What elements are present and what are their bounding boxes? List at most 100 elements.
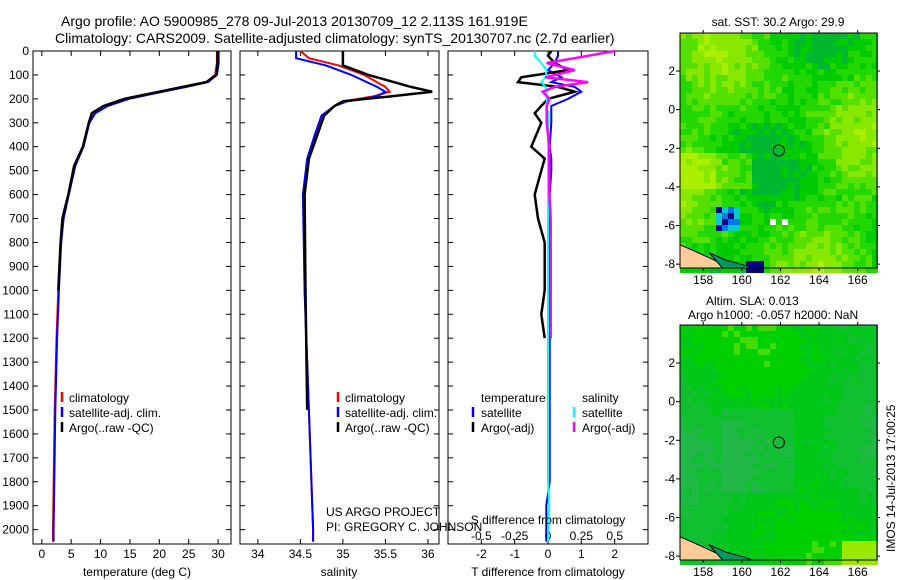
map-cell (764, 349, 770, 355)
map-cell (806, 33, 812, 39)
map-cell (800, 481, 806, 487)
map-cell (872, 505, 878, 511)
map-cell (770, 249, 776, 255)
map-cell (818, 111, 824, 117)
map-cell (842, 39, 848, 45)
map-cell (794, 499, 800, 505)
map-cell (764, 367, 770, 373)
map-cell (722, 433, 728, 439)
map-cell (836, 361, 842, 367)
map-cell (758, 39, 764, 45)
map-cell (842, 535, 848, 541)
map-cell (788, 475, 794, 481)
map-cell (842, 171, 848, 177)
map-cell (872, 541, 878, 547)
map-cell (740, 397, 746, 403)
map-cell (692, 505, 698, 511)
map-cell (758, 135, 764, 141)
x-tick-label: 5 (68, 547, 75, 561)
map-cell (812, 415, 818, 421)
map-cell (704, 111, 710, 117)
map-cell (788, 361, 794, 367)
map-cell (722, 105, 728, 111)
map-cell (806, 45, 812, 51)
map-cell (812, 171, 818, 177)
map-cell (872, 403, 878, 409)
map-cell (692, 57, 698, 63)
map-cell (758, 63, 764, 69)
map-cell (872, 373, 878, 379)
map-cell (830, 349, 836, 355)
map-cell (710, 391, 716, 397)
map-cell (782, 147, 788, 153)
map-cell (836, 415, 842, 421)
map-cell (776, 517, 782, 523)
map-cell (800, 141, 806, 147)
map-cell (758, 337, 764, 343)
map-cell (770, 505, 776, 511)
map-cell (734, 123, 740, 129)
map-cell (716, 379, 722, 385)
map-cell (866, 493, 872, 499)
map-cell (686, 219, 692, 225)
map-cell (812, 439, 818, 445)
map-cell (800, 207, 806, 213)
map-cell (770, 135, 776, 141)
map-cell (764, 237, 770, 243)
map-cell (854, 237, 860, 243)
map-cell (776, 511, 782, 517)
map-cell (782, 225, 788, 231)
lat-tick-label: 2 (668, 64, 675, 78)
map-cell (848, 415, 854, 421)
map-cell (812, 505, 818, 511)
map-cell (716, 523, 722, 529)
map-cell (794, 385, 800, 391)
map-cell (686, 105, 692, 111)
map-cell (848, 255, 854, 261)
map-cell (740, 391, 746, 397)
map-cell (758, 463, 764, 469)
map-cell (692, 439, 698, 445)
map-cell (710, 111, 716, 117)
map-cell (782, 237, 788, 243)
map-cell (806, 481, 812, 487)
map-cell (788, 517, 794, 523)
map-cell (704, 535, 710, 541)
map-cell (758, 141, 764, 147)
map-cell (758, 33, 764, 39)
map-cell (818, 487, 824, 493)
map-cell (830, 87, 836, 93)
map-cell (692, 147, 698, 153)
map-cell (740, 255, 746, 261)
map-frame (679, 32, 878, 269)
map-cell (848, 511, 854, 517)
map-cell (788, 541, 794, 547)
map-cell (842, 261, 848, 267)
map-cell (758, 373, 764, 379)
map-cell (812, 147, 818, 153)
map-cell (746, 39, 752, 45)
x-tick-label: 0 (545, 547, 552, 561)
map-cell (860, 39, 866, 45)
map-cell (854, 373, 860, 379)
map-cell (776, 51, 782, 57)
map-cell (692, 207, 698, 213)
map-cell (728, 355, 734, 361)
map-cell (740, 261, 746, 267)
map-cell (746, 255, 752, 261)
map-cell (698, 397, 704, 403)
map-cell (872, 469, 878, 475)
map-cell (734, 141, 740, 147)
map-cell (728, 219, 734, 225)
map-cell (722, 421, 728, 427)
legend-label: Argo(-adj) (582, 421, 635, 435)
map-cell (776, 147, 782, 153)
map-cell (698, 463, 704, 469)
map-cell (824, 69, 830, 75)
map-cell (770, 421, 776, 427)
map-cell (830, 391, 836, 397)
map-cell (770, 529, 776, 535)
map-cell (830, 51, 836, 57)
map-cell (770, 195, 776, 201)
map-cell (680, 433, 686, 439)
